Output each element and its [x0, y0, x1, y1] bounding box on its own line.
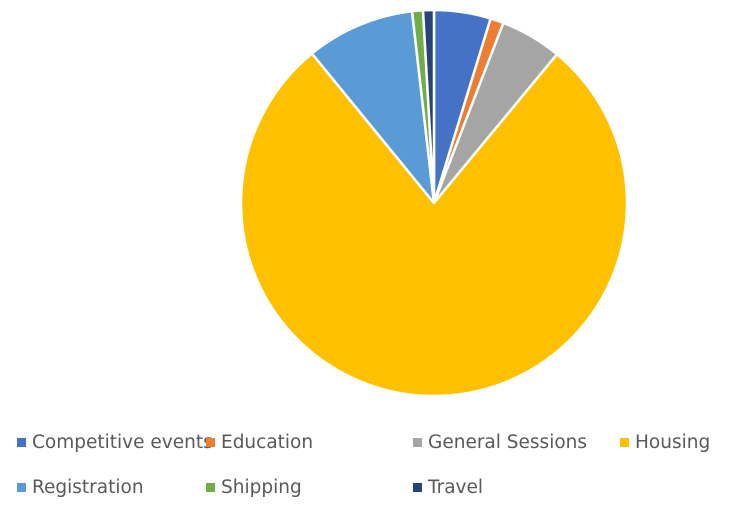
pie-slice-housing [239, 52, 629, 398]
legend-swatch [206, 438, 215, 447]
legend-swatch [206, 483, 215, 492]
pie-slices [239, 8, 629, 398]
legend-swatch [620, 438, 629, 447]
legend-swatch [413, 483, 422, 492]
legend-label: Travel [427, 477, 483, 498]
legend-swatch [413, 438, 422, 447]
pie-slice-registration [310, 10, 436, 205]
legend-item-shipping: Shipping [206, 477, 302, 498]
legend-label: Housing [635, 432, 710, 453]
legend-item-registration: Registration [17, 477, 144, 498]
legend-item-housing: Housing [620, 432, 710, 453]
legend-item-general-sessions: General Sessions [413, 432, 587, 453]
legend-item-education: Education [206, 432, 313, 453]
legend-label: General Sessions [428, 432, 587, 453]
legend: Competitive events Education General Sessi… [17, 432, 710, 498]
legend-label: Shipping [221, 477, 302, 498]
legend-swatch [17, 483, 26, 492]
legend-label: Competitive events [32, 432, 213, 453]
pie-slice-travel [421, 8, 436, 205]
legend-item-competitive-events: Competitive events [17, 432, 213, 453]
legend-label: Education [221, 432, 313, 453]
legend-item-travel: Travel [413, 477, 483, 498]
legend-swatch [17, 438, 26, 447]
legend-label: Registration [32, 477, 144, 498]
